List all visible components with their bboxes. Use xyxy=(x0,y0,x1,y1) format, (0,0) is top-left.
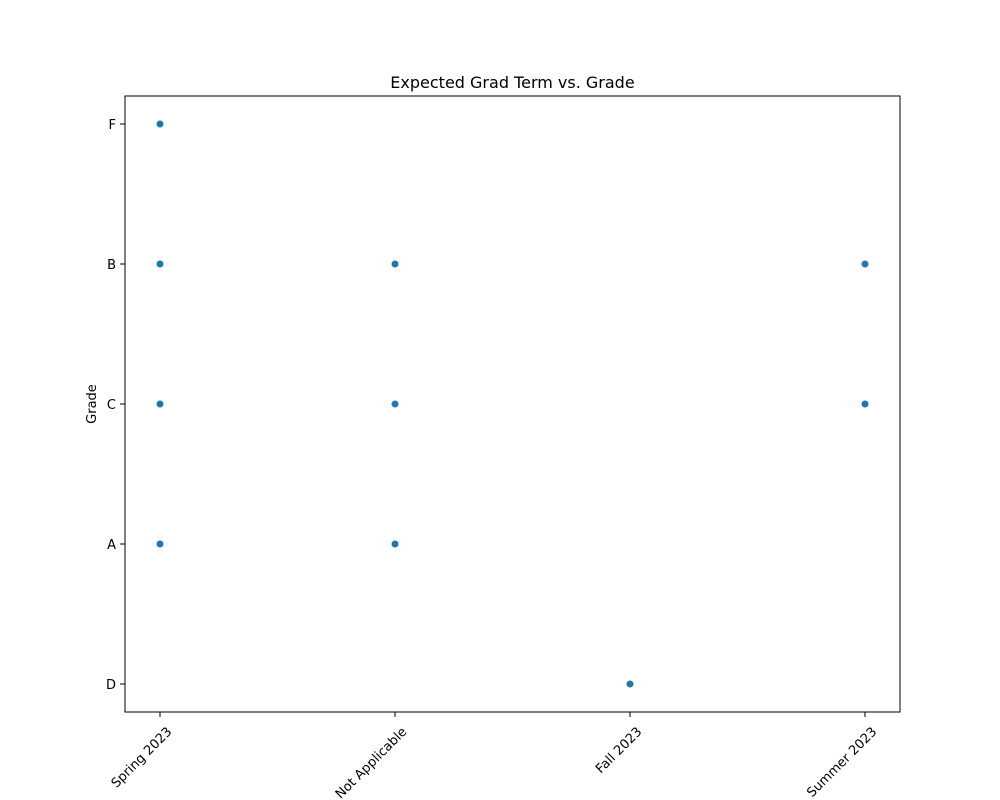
y-axis-label: Grade xyxy=(85,384,100,424)
y-tick-label: A xyxy=(107,538,116,553)
scatter-point xyxy=(156,540,164,548)
scatter-point xyxy=(156,120,164,128)
x-tick-label: Fall 2023 xyxy=(593,725,645,777)
scatter-point xyxy=(861,400,869,408)
plot-area-frame xyxy=(124,95,901,713)
y-tick-label: C xyxy=(107,398,116,413)
chart-title: Expected Grad Term vs. Grade xyxy=(390,73,634,92)
y-tick-label: B xyxy=(107,258,116,273)
y-tick-label: F xyxy=(109,118,116,133)
x-tick-label: Spring 2023 xyxy=(109,725,176,792)
scatter-point xyxy=(391,260,399,268)
scatter-point xyxy=(626,680,634,688)
y-axis: D A C B F xyxy=(106,118,125,693)
x-tick-label: Not Applicable xyxy=(333,725,410,800)
x-tick-label: Summer 2023 xyxy=(804,725,880,800)
scatter-point xyxy=(861,260,869,268)
data-points xyxy=(156,120,869,688)
scatter-point xyxy=(391,540,399,548)
scatter-point xyxy=(156,400,164,408)
x-axis: Spring 2023 Not Applicable Fall 2023 Summer… xyxy=(109,712,880,800)
scatter-point xyxy=(391,400,399,408)
scatter-point xyxy=(156,260,164,268)
y-tick-label: D xyxy=(106,678,116,693)
